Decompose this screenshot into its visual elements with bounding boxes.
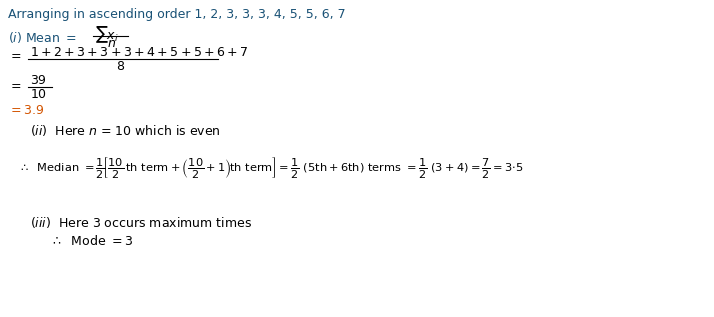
Text: $\sum x_i$: $\sum x_i$ [95, 24, 119, 45]
Text: $10$: $10$ [30, 88, 47, 101]
Text: Arranging in ascending order 1, 2, 3, 3, 3, 4, 5, 5, 6, 7: Arranging in ascending order 1, 2, 3, 3,… [8, 8, 346, 21]
Text: $=$: $=$ [8, 48, 21, 61]
Text: $=$: $=$ [8, 78, 21, 91]
Text: $\therefore$  Mode $= 3$: $\therefore$ Mode $= 3$ [50, 234, 133, 248]
Text: $\mathit{(i)}$ Mean $=$: $\mathit{(i)}$ Mean $=$ [8, 30, 77, 45]
Text: $(\mathit{ii})$  Here $n$ = 10 which is even: $(\mathit{ii})$ Here $n$ = 10 which is e… [30, 123, 221, 138]
Text: $= 3.9$: $= 3.9$ [8, 104, 44, 117]
Text: $(\mathit{iii})$  Here 3 occurs maximum times: $(\mathit{iii})$ Here 3 occurs maximum t… [30, 215, 252, 230]
Text: $39$: $39$ [30, 74, 47, 87]
Text: $1+2+3+3+3+4+5+5+6+7$: $1+2+3+3+3+4+5+5+6+7$ [30, 46, 248, 59]
Text: $8$: $8$ [116, 60, 125, 73]
Text: $n$: $n$ [107, 37, 116, 50]
Text: $\therefore$  Median $= \dfrac{1}{2}\!\left[\dfrac{10}{2}\,\mathrm{th\ term} + \: $\therefore$ Median $= \dfrac{1}{2}\!\le… [18, 156, 523, 180]
